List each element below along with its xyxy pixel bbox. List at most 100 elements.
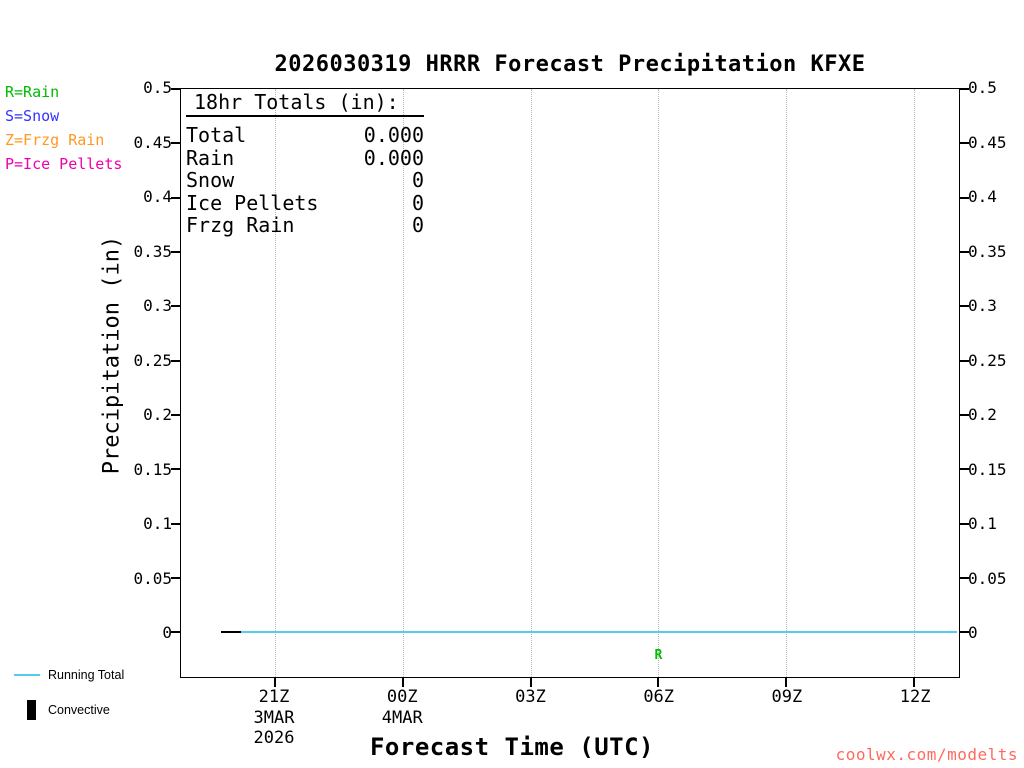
totals-value: 0.000 xyxy=(363,145,424,170)
y-tick-mark xyxy=(171,305,180,308)
y-tick-label: 0.35 xyxy=(968,241,1007,261)
x-axis-title: Forecast Time (UTC) xyxy=(369,733,655,761)
x-tick-label: 06Z xyxy=(643,687,675,707)
totals-row-total: Total 0.000 xyxy=(186,124,424,147)
x-tick: 21Z 3MAR 2026 xyxy=(254,688,295,747)
x-tick-mark xyxy=(657,678,660,687)
watermark-link: coolwx.com/modelts xyxy=(835,745,1018,764)
totals-row-ice-pellets: Ice Pellets 0 xyxy=(186,190,424,215)
y-tick-label: 0.1 xyxy=(968,514,997,534)
totals-label: Total xyxy=(186,123,247,147)
y-tick-mark xyxy=(171,88,180,90)
y-tick-label: 0.1 xyxy=(143,514,172,534)
y-tick-mark xyxy=(171,142,180,145)
legend-convective: Convective xyxy=(27,700,110,720)
y-tick-mark xyxy=(960,88,969,90)
y-tick-label: 0.3 xyxy=(968,296,997,316)
x-tick-mark xyxy=(785,678,788,687)
y-tick-mark xyxy=(960,414,969,417)
y-tick-label: 0.3 xyxy=(143,296,172,316)
totals-label: Ice Pellets xyxy=(186,190,319,215)
y-tick-mark xyxy=(171,468,180,471)
y-tick-mark xyxy=(960,631,969,634)
x-tick-mark xyxy=(529,678,532,687)
x-tick-label: 12Z xyxy=(899,687,931,707)
y-tick-label: 0.4 xyxy=(968,187,997,207)
x-tick: 00Z 4MAR xyxy=(382,688,423,727)
gridline xyxy=(530,89,532,677)
y-tick-label: 0.25 xyxy=(133,350,172,370)
totals-box: 18hr Totals (in): Total 0.000 Rain 0.000… xyxy=(186,91,424,237)
y-tick-label: 0 xyxy=(968,623,978,643)
gridline xyxy=(402,89,404,677)
totals-rows: Total 0.000 Rain 0.000 Snow 0 Ice Pellet… xyxy=(186,124,424,237)
x-tick: 06Z xyxy=(643,688,674,706)
y-tick-label: 0.2 xyxy=(968,405,997,425)
x-axis-labels: 21Z 3MAR 2026 00Z 4MAR 03Z 06Z 09Z 12Z xyxy=(180,688,960,760)
y-tick-mark xyxy=(960,251,969,254)
line-start-segment xyxy=(221,631,241,634)
y-tick-mark xyxy=(960,142,969,145)
x-tick-label: 21Z xyxy=(258,687,290,707)
x-tick: 03Z xyxy=(515,688,546,706)
legend-rain: R=Rain xyxy=(5,83,60,101)
precip-type-marker: R xyxy=(654,648,663,664)
y-tick-mark xyxy=(171,577,180,580)
x-tick: 12Z xyxy=(900,688,931,706)
y-tick-mark xyxy=(171,522,180,525)
y-tick-label: 0 xyxy=(162,623,172,643)
x-tick-mark xyxy=(913,678,916,687)
legend-snow: S=Snow xyxy=(5,107,60,125)
totals-value: 0 xyxy=(411,168,424,192)
totals-value: 0.000 xyxy=(363,123,424,147)
x-tick-label: 00Z xyxy=(386,687,418,707)
y-tick-label: 0.15 xyxy=(133,459,172,479)
gridline xyxy=(274,89,276,677)
y-tick-label: 0.5 xyxy=(143,78,172,97)
x-tick-mark xyxy=(273,678,276,687)
y-tick-label: 0.2 xyxy=(143,405,172,425)
legend-running-total-label: Running Total xyxy=(48,668,125,682)
precip-type-legend: R=Rain S=Snow Z=Frzg Rain P=Ice Pellets xyxy=(5,80,122,176)
convective-bar-swatch xyxy=(27,700,36,720)
totals-row-rain: Rain 0.000 xyxy=(186,145,424,170)
y-tick-mark xyxy=(171,251,180,254)
x-tick: 09Z xyxy=(772,688,803,706)
y-tick-label: 0.05 xyxy=(968,568,1007,588)
gridline xyxy=(914,89,916,677)
y-tick-label: 0.5 xyxy=(968,78,997,97)
y-tick-mark xyxy=(171,359,180,362)
totals-label: Rain xyxy=(186,145,235,170)
y-tick-label: 0.05 xyxy=(133,568,172,588)
running-total-line-swatch xyxy=(14,674,40,676)
y-tick-label: 0.25 xyxy=(968,350,1007,370)
legend-frzg-rain: Z=Frzg Rain xyxy=(5,131,105,149)
x-tick-mark xyxy=(401,678,404,687)
y-tick-label: 0.45 xyxy=(133,132,172,152)
y-tick-mark xyxy=(960,196,969,199)
y-tick-mark xyxy=(960,468,969,471)
y-tick-label: 0.4 xyxy=(143,187,172,207)
y-axis-right-labels: 0 0.05 0.1 0.15 0.2 0.25 0.3 0.35 0.4 0.45 0.5 xyxy=(968,80,1024,678)
legend-running-total: Running Total xyxy=(14,668,124,682)
y-tick-mark xyxy=(960,359,969,362)
x-tick-date-label: 4MAR xyxy=(381,708,423,728)
y-axis-left-labels: 0 0.05 0.1 0.15 0.2 0.25 0.3 0.35 0.4 0.45 0.5 xyxy=(88,80,172,678)
x-tick-label: 09Z xyxy=(771,687,803,707)
y-tick-mark xyxy=(960,522,969,525)
y-tick-label: 0.15 xyxy=(968,459,1007,479)
y-tick-label: 0.35 xyxy=(133,241,172,261)
y-tick-label: 0.45 xyxy=(968,132,1007,152)
legend-convective-label: Convective xyxy=(48,703,110,717)
gridline xyxy=(658,89,660,677)
totals-row-snow: Snow 0 xyxy=(186,169,424,192)
x-tick-year-label: 2026 xyxy=(253,728,295,748)
y-tick-mark xyxy=(171,414,180,417)
totals-heading: 18hr Totals (in): xyxy=(186,91,424,117)
y-tick-mark xyxy=(960,577,969,580)
totals-value: 0 xyxy=(411,213,424,237)
plot-area: R xyxy=(171,88,969,687)
totals-label: Frzg Rain xyxy=(186,213,295,237)
x-tick-label: 03Z xyxy=(515,687,546,707)
